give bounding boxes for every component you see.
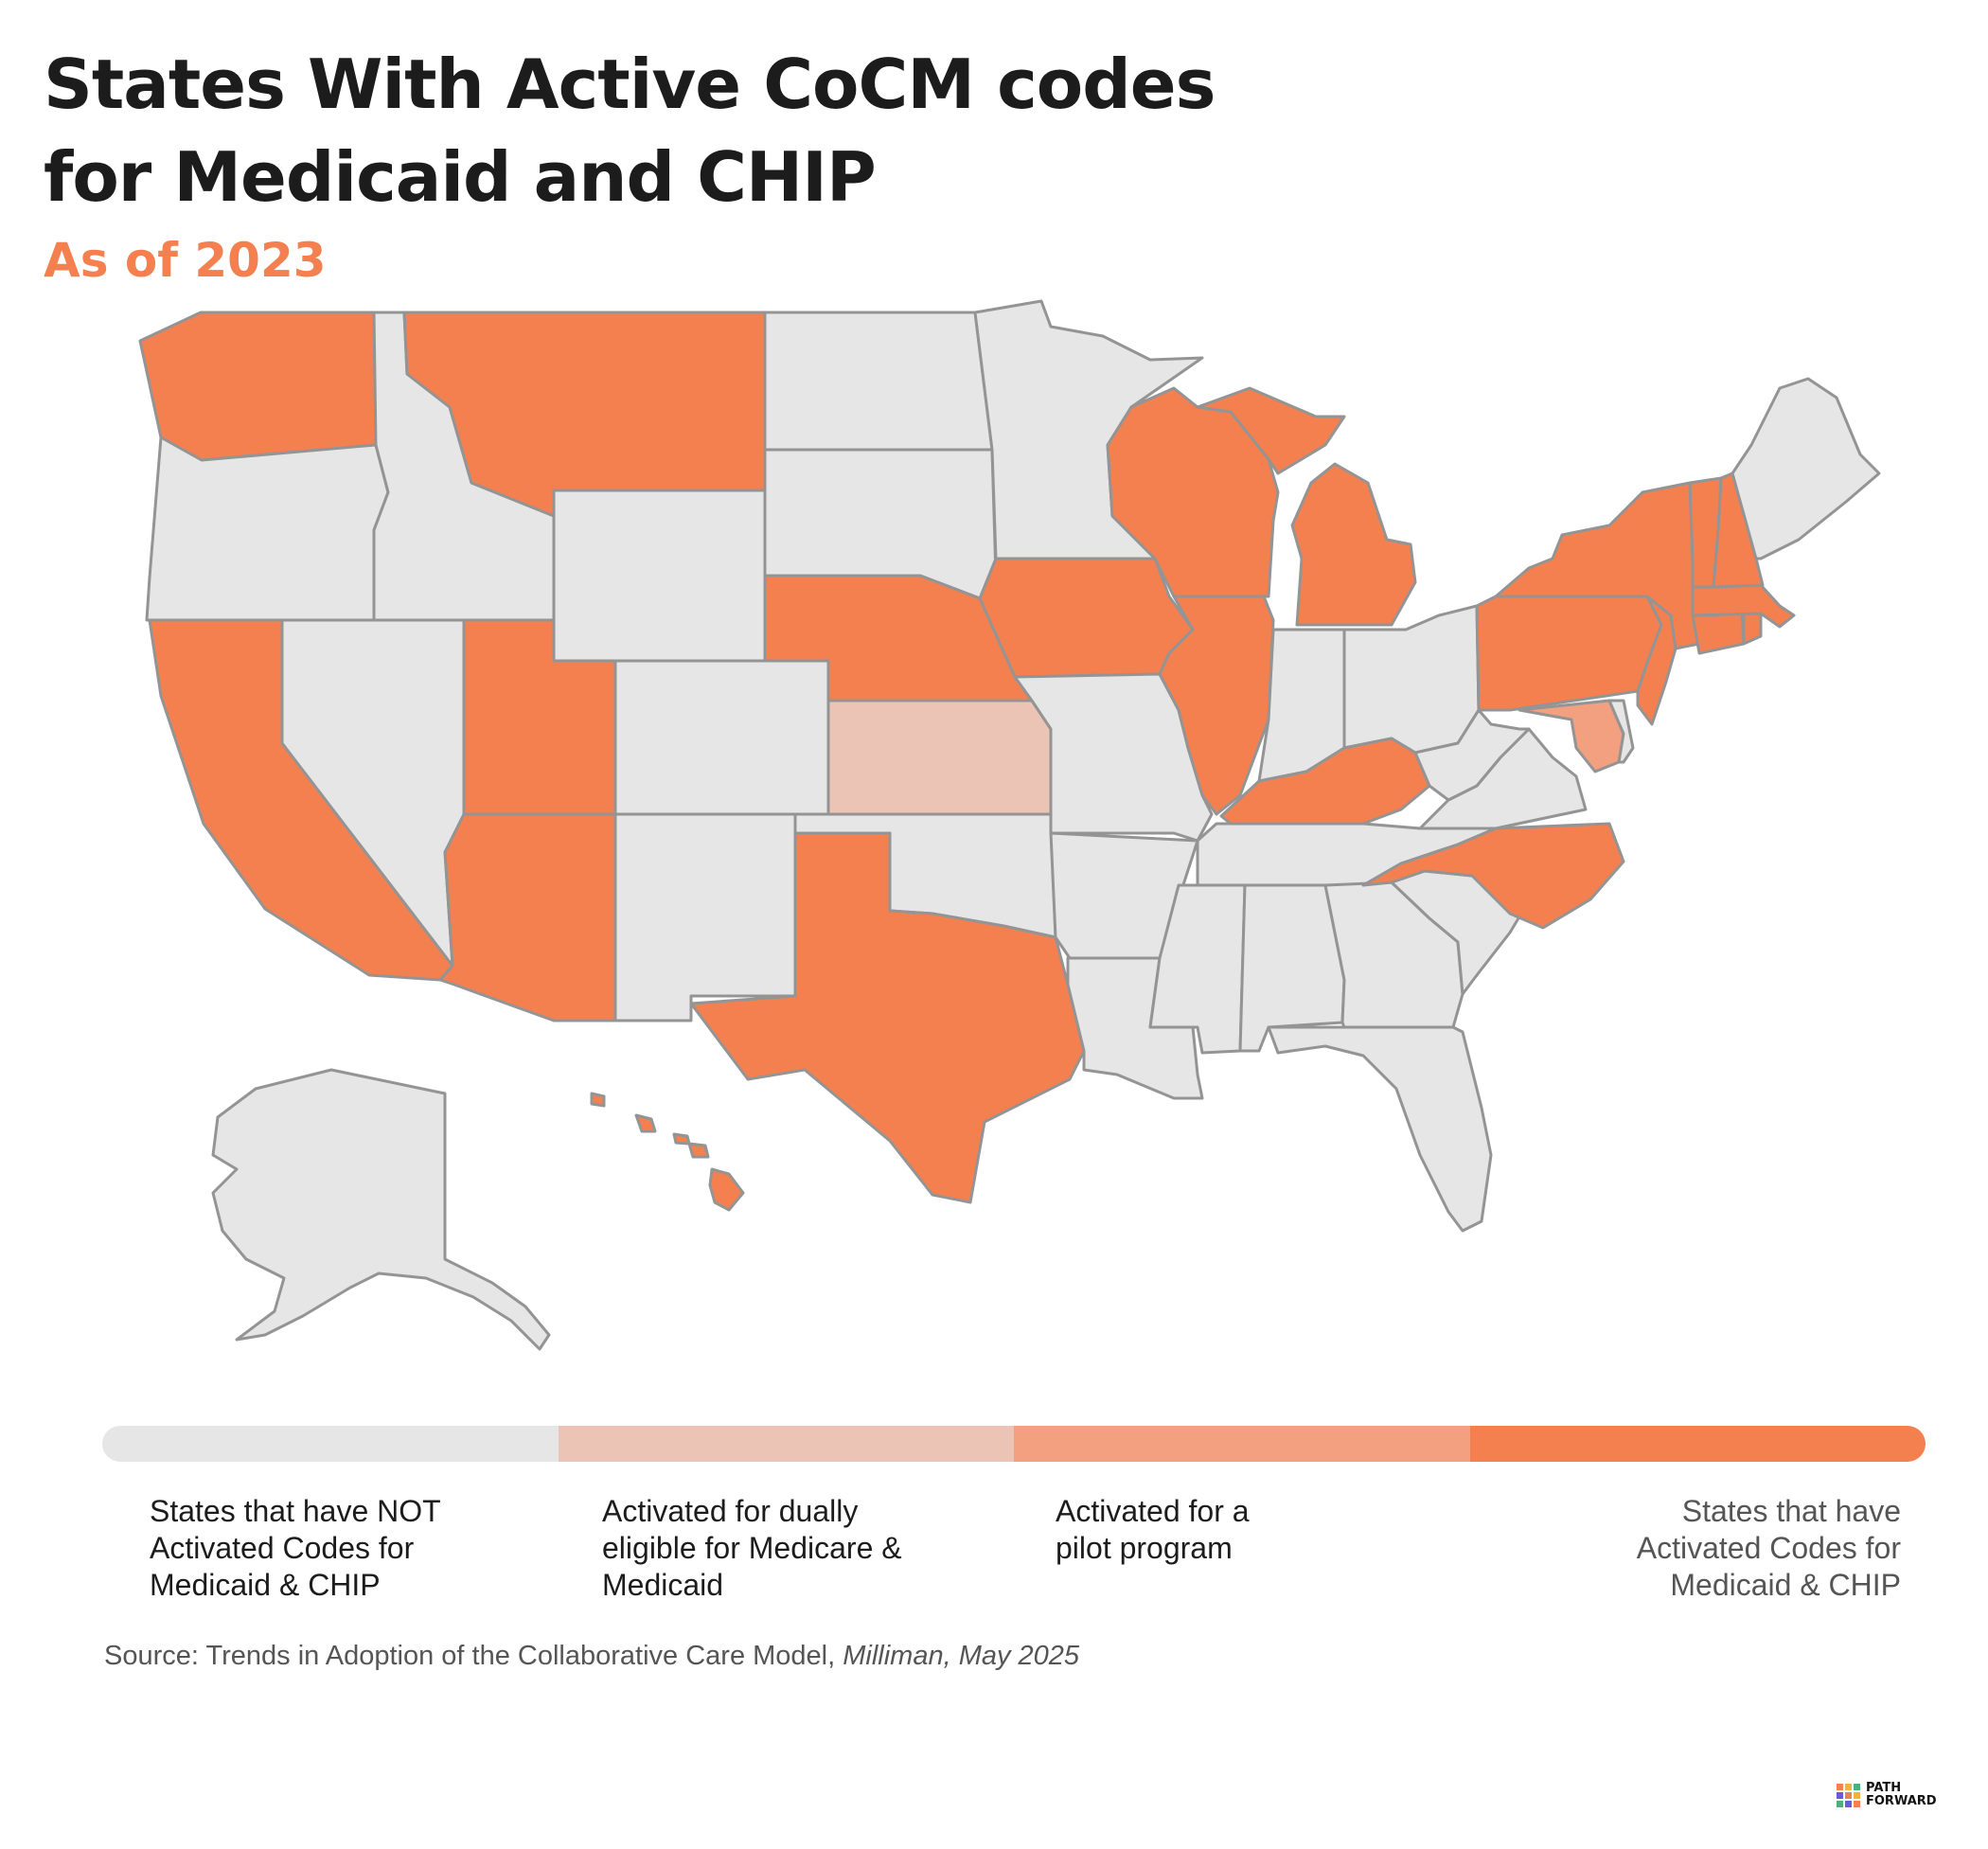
state-IA[interactable]	[978, 557, 1195, 679]
legend-swatch-activated	[1469, 1426, 1926, 1462]
state-NM[interactable]	[613, 812, 797, 1022]
state-OR[interactable]	[145, 436, 390, 622]
path-forward-logo: PATH FORWARD	[1837, 1782, 1937, 1808]
title-line-1: States With Active CoCM codes	[44, 44, 1216, 124]
map-subtitle: As of 2023	[44, 233, 327, 288]
state-WI[interactable]	[1106, 386, 1280, 598]
state-CT[interactable]	[1691, 612, 1746, 655]
state-WV[interactable]	[1413, 708, 1531, 802]
state-WA[interactable]	[138, 311, 378, 462]
state-WY[interactable]	[552, 489, 767, 663]
state-TX[interactable]	[689, 831, 1086, 1204]
state-AK[interactable]	[211, 1068, 551, 1351]
state-OH[interactable]	[1342, 604, 1481, 755]
map-title: States With Active CoCM codes for Medica…	[44, 38, 1464, 223]
state-PA[interactable]	[1475, 595, 1663, 712]
source-citation: Source: Trends in Adoption of the Collab…	[104, 1641, 1079, 1672]
state-NC[interactable]	[1361, 822, 1625, 930]
legend-color-bar	[102, 1426, 1926, 1462]
state-FL[interactable]	[1267, 1025, 1493, 1233]
state-MI[interactable]	[1196, 386, 1417, 627]
state-CO[interactable]	[613, 659, 830, 816]
legend-label-pilot: Activated for a pilot program	[1056, 1494, 1250, 1565]
state-ND[interactable]	[763, 311, 994, 452]
state-MA[interactable]	[1691, 583, 1796, 629]
legend-label-activated: States that have Activated Codes for Med…	[1636, 1494, 1901, 1602]
legend-label-dual-eligible: Activated for dually eligible for Medica…	[602, 1494, 902, 1602]
legend-label-not-activated: States that have NOT Activated Codes for…	[150, 1494, 441, 1602]
legend-swatch-pilot	[1014, 1426, 1470, 1462]
state-ME[interactable]	[1731, 377, 1881, 560]
logo-mark-icon	[1837, 1783, 1860, 1807]
state-KS[interactable]	[826, 699, 1053, 816]
state-DE[interactable]	[1607, 699, 1635, 764]
state-HI[interactable]	[590, 1092, 745, 1212]
legend-swatch-not-activated	[102, 1426, 559, 1462]
state-RI[interactable]	[1742, 612, 1763, 646]
source-publisher: Milliman, May 2025	[843, 1641, 1080, 1671]
state-AZ[interactable]	[438, 812, 617, 1022]
source-prefix: Source: Trends in Adoption of the Collab…	[104, 1641, 843, 1671]
title-line-2: for Medicaid and CHIP	[44, 137, 877, 217]
legend-swatch-dual-eligible	[558, 1426, 1014, 1462]
us-states-map	[138, 299, 1881, 1351]
